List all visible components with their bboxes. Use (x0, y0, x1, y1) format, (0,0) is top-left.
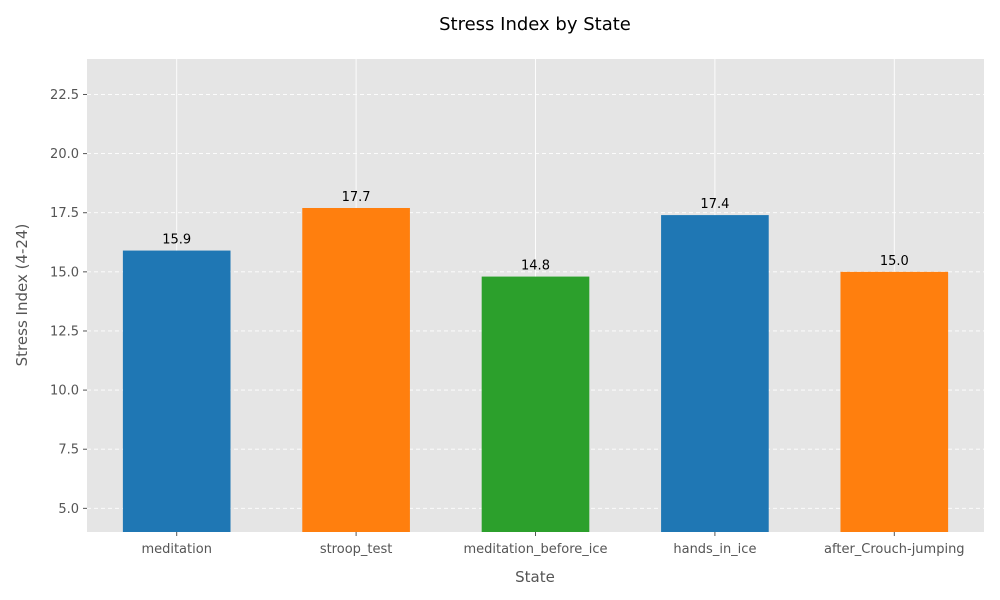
y-tick-label: 22.5 (50, 88, 79, 103)
bar-stroop_test (302, 207, 410, 532)
y-tick-label: 10.0 (50, 384, 79, 399)
data-label-after_Crouch-jumping: 15.0 (880, 254, 909, 269)
x-tick-label-meditation_before_ice: meditation_before_ice (463, 542, 607, 557)
y-tick-label: 5.0 (58, 502, 79, 517)
data-label-meditation: 15.9 (162, 233, 191, 248)
data-label-stroop_test: 17.7 (342, 190, 371, 205)
y-tick-label: 17.5 (50, 206, 79, 221)
chart-title: Stress Index by State (439, 14, 631, 35)
bar-meditation (122, 250, 231, 532)
data-labels: 15.9 17.7 14.8 17.4 15.0 (162, 190, 909, 274)
x-tick-label-hands_in_ice: hands_in_ice (673, 542, 756, 557)
data-label-hands_in_ice: 17.4 (700, 197, 729, 212)
y-axis-label: Stress Index (4-24) (13, 224, 31, 367)
bar-after_Crouch-jumping (840, 271, 949, 532)
y-axis-ticks: 5.0 7.5 10.0 12.5 15.0 17.5 20.0 22.5 (50, 88, 87, 517)
y-tick-label: 7.5 (58, 443, 79, 458)
y-tick-label: 20.0 (50, 147, 79, 162)
x-tick-label-stroop_test: stroop_test (320, 542, 393, 557)
x-tick-label-meditation: meditation (141, 542, 212, 557)
x-axis-ticks: meditation stroop_test meditation_before_i… (141, 532, 965, 557)
data-label-meditation_before_ice: 14.8 (521, 259, 550, 274)
bar-hands_in_ice (661, 215, 769, 532)
x-tick-label-after_Crouch-jumping: after_Crouch-jumping (824, 542, 965, 557)
x-axis-label: State (515, 568, 555, 586)
bars (122, 207, 949, 532)
y-tick-label: 12.5 (50, 324, 79, 339)
bar-meditation_before_ice (481, 276, 590, 532)
y-tick-label: 15.0 (50, 265, 79, 280)
